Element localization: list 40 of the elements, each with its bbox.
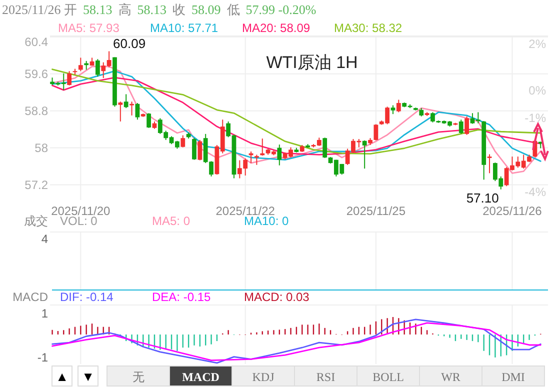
text: 57.99 -0.20% [246, 2, 316, 17]
text: MA20: 58.09 [242, 21, 310, 35]
text: 58.09 [192, 2, 221, 17]
chart-title: MACD [12, 290, 48, 304]
text: MACD [182, 370, 220, 384]
x-tick-label: 2025/11/25 [346, 204, 406, 218]
text: 2025/11/26 开 [2, 2, 77, 17]
y-tick-label: 1 [41, 306, 48, 321]
text: 58.13 [137, 2, 166, 17]
y-tick-label: 58 [34, 140, 48, 155]
text: KDJ [252, 370, 275, 384]
text: DIF: -0.14 [60, 290, 114, 304]
text: BOLL [372, 370, 404, 384]
text: 收 [172, 2, 186, 17]
y-tick-label: 57.2 [24, 178, 48, 192]
series-label: MACD: 0.03 [244, 290, 310, 304]
text: 高 [118, 2, 132, 17]
text: 无 [132, 370, 144, 384]
text: MA5: 57.93 [58, 21, 120, 35]
annotation: 60.09 [113, 36, 146, 52]
text: ▲ [56, 369, 68, 384]
text: DMI [502, 370, 525, 384]
text: 58.13 [83, 2, 112, 17]
text: 4 [41, 232, 48, 246]
y-tick-label: 60.4 [24, 35, 48, 49]
x-tick-label: 2025/11/26 [482, 204, 542, 218]
text: WTI原油 1H [266, 53, 358, 72]
text: MA10: 57.71 [150, 21, 218, 35]
text: ▼ [82, 369, 94, 384]
text: 成交 [24, 214, 48, 228]
text: DEA: -0.15 [152, 290, 212, 304]
text: MA5: 0 [152, 214, 190, 228]
text: WR [441, 370, 460, 384]
y-tick-label: 58.8 [24, 104, 48, 118]
y-tick-label: 59.6 [24, 66, 48, 81]
text: 低 [226, 2, 240, 17]
annotation: 57.10 [466, 190, 499, 206]
y-tick-label: -1 [37, 350, 48, 364]
text: MA30: 58.32 [334, 21, 402, 35]
text: RSI [316, 370, 336, 384]
